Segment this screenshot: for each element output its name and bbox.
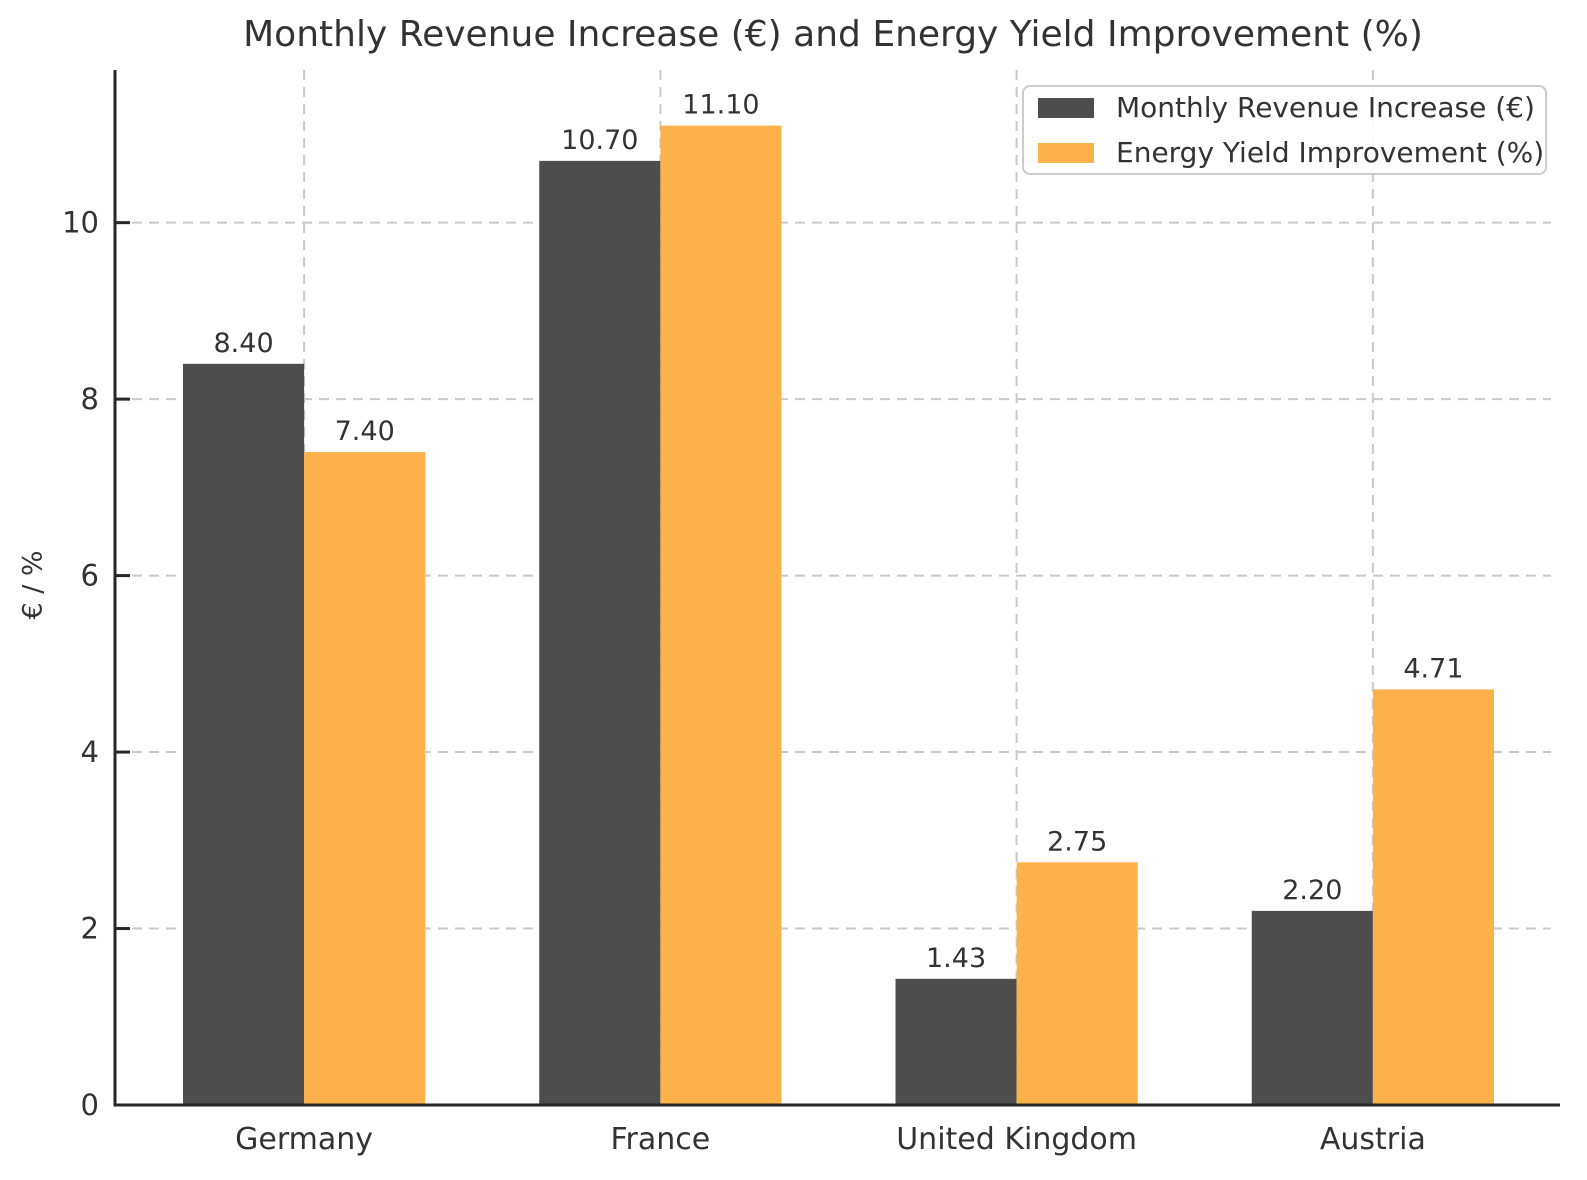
value-label-monthly-revenue-increase-germany: 8.40 bbox=[214, 328, 274, 359]
x-tick-label-united-kingdom: United Kingdom bbox=[896, 1122, 1137, 1157]
value-label-energy-yield-improvement-austria: 4.71 bbox=[1403, 653, 1463, 684]
legend-item-yield: Energy Yield Improvement (%) bbox=[1038, 136, 1544, 169]
legend-label-revenue: Monthly Revenue Increase (€) bbox=[1116, 91, 1535, 124]
bar-energy-yield-improvement-united-kingdom bbox=[1016, 862, 1138, 1105]
legend-swatch-revenue-icon bbox=[1038, 97, 1094, 118]
value-label-monthly-revenue-increase-united-kingdom: 1.43 bbox=[926, 943, 986, 974]
value-label-energy-yield-improvement-united-kingdom: 2.75 bbox=[1047, 826, 1107, 857]
legend-item-revenue: Monthly Revenue Increase (€) bbox=[1038, 91, 1535, 124]
y-tick-label-6: 6 bbox=[81, 559, 99, 593]
bar-monthly-revenue-increase-france bbox=[539, 160, 661, 1106]
y-tick-label-8: 8 bbox=[81, 382, 99, 416]
bar-energy-yield-improvement-germany bbox=[304, 452, 426, 1105]
y-tick-label-10: 10 bbox=[62, 206, 99, 240]
bar-monthly-revenue-increase-united-kingdom bbox=[895, 978, 1017, 1105]
y-axis-label: € / % bbox=[17, 550, 49, 620]
value-label-monthly-revenue-increase-france: 10.70 bbox=[561, 125, 638, 156]
chart-title: Monthly Revenue Increase (€) and Energy … bbox=[243, 14, 1423, 55]
x-tick-label-germany: Germany bbox=[235, 1122, 373, 1157]
y-tick-label-0: 0 bbox=[81, 1088, 99, 1122]
bar-energy-yield-improvement-france bbox=[660, 125, 782, 1105]
bar-energy-yield-improvement-austria bbox=[1372, 689, 1494, 1105]
value-label-monthly-revenue-increase-austria: 2.20 bbox=[1282, 875, 1342, 906]
value-label-energy-yield-improvement-germany: 7.40 bbox=[335, 416, 395, 447]
y-tick-label-2: 2 bbox=[81, 912, 99, 946]
value-label-energy-yield-improvement-france: 11.10 bbox=[682, 90, 759, 121]
x-tick-label-austria: Austria bbox=[1320, 1122, 1426, 1157]
bar-monthly-revenue-increase-germany bbox=[183, 363, 305, 1106]
x-tick-label-france: France bbox=[610, 1122, 710, 1157]
bar-monthly-revenue-increase-austria bbox=[1251, 910, 1373, 1105]
legend-swatch-yield-icon bbox=[1038, 142, 1094, 163]
legend-label-yield: Energy Yield Improvement (%) bbox=[1116, 136, 1545, 169]
y-tick-label-4: 4 bbox=[81, 735, 99, 769]
legend: Monthly Revenue Increase (€) Energy Yiel… bbox=[1022, 85, 1547, 175]
